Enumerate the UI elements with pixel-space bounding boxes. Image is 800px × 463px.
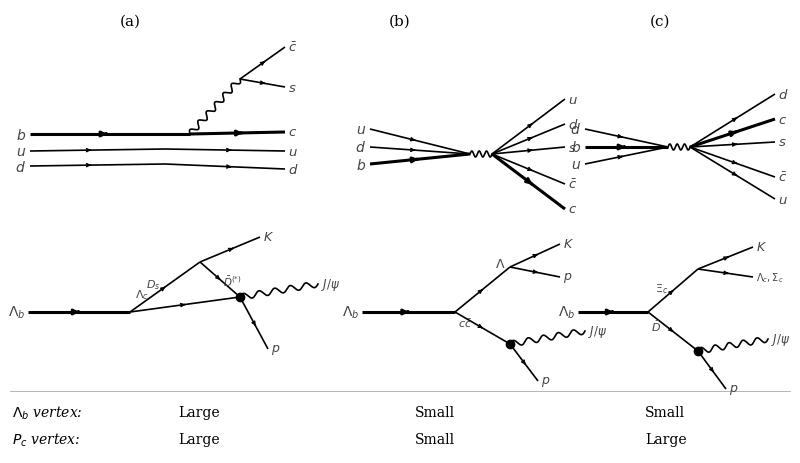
Text: $c$: $c$	[568, 203, 577, 216]
Text: $c$: $c$	[778, 113, 787, 126]
Text: $J/\psi$: $J/\psi$	[771, 332, 790, 347]
Text: Small: Small	[415, 432, 455, 446]
Text: $\bar{D}$: $\bar{D}$	[651, 319, 661, 333]
Text: $P_c$ vertex:: $P_c$ vertex:	[12, 431, 81, 448]
Text: Small: Small	[645, 405, 685, 419]
Text: $\bar{c}$: $\bar{c}$	[568, 178, 577, 191]
Text: $p$: $p$	[729, 382, 738, 396]
Text: $\bar{c}$: $\bar{c}$	[288, 41, 297, 55]
Text: $b$: $b$	[571, 140, 581, 155]
Text: $K$: $K$	[756, 241, 767, 254]
Text: (a): (a)	[119, 15, 141, 29]
Text: $D_s$: $D_s$	[146, 277, 160, 291]
Text: $J/\psi$: $J/\psi$	[321, 276, 340, 292]
Text: $b$: $b$	[356, 157, 366, 172]
Text: $p$: $p$	[541, 374, 550, 388]
Text: $d$: $d$	[570, 122, 581, 137]
Text: $p$: $p$	[271, 342, 280, 356]
Text: Large: Large	[178, 432, 220, 446]
Text: $d$: $d$	[15, 159, 26, 174]
Text: $c\bar{c}$: $c\bar{c}$	[458, 317, 472, 329]
Text: $u$: $u$	[288, 145, 298, 158]
Text: $d$: $d$	[355, 140, 366, 155]
Text: $\Lambda_b$: $\Lambda_b$	[558, 304, 575, 320]
Text: Large: Large	[645, 432, 686, 446]
Text: $\Lambda$: $\Lambda$	[494, 258, 505, 271]
Text: $s$: $s$	[288, 81, 297, 94]
Text: $u$: $u$	[571, 158, 581, 172]
Text: $\Lambda_b$ vertex:: $\Lambda_b$ vertex:	[12, 403, 82, 421]
Text: (b): (b)	[389, 15, 411, 29]
Text: $J/\psi$: $J/\psi$	[588, 323, 607, 339]
Text: $d$: $d$	[778, 88, 789, 102]
Text: $\Lambda_b$: $\Lambda_b$	[342, 304, 359, 320]
Text: $\Lambda_c,\Sigma_c$: $\Lambda_c,\Sigma_c$	[756, 270, 784, 284]
Text: $p$: $p$	[563, 270, 572, 284]
Text: $K$: $K$	[263, 231, 274, 244]
Text: $\bar{c}$: $\bar{c}$	[778, 171, 787, 184]
Text: $s$: $s$	[568, 141, 577, 154]
Text: $\bar{D}^{(*)}$: $\bar{D}^{(*)}$	[223, 275, 242, 288]
Text: $d$: $d$	[288, 163, 298, 176]
Text: $\Xi_c$: $\Xi_c$	[654, 282, 668, 295]
Text: $\Lambda_b$: $\Lambda_b$	[8, 304, 25, 320]
Text: $u$: $u$	[16, 144, 26, 159]
Text: (c): (c)	[650, 15, 670, 29]
Text: $u$: $u$	[568, 94, 578, 106]
Text: $b$: $b$	[16, 127, 26, 142]
Text: $s$: $s$	[778, 136, 786, 149]
Text: $u$: $u$	[778, 193, 788, 206]
Text: $\Lambda_c$: $\Lambda_c$	[135, 288, 149, 301]
Text: $c$: $c$	[288, 126, 297, 139]
Text: $u$: $u$	[356, 123, 366, 137]
Text: $K$: $K$	[563, 238, 574, 251]
Text: Small: Small	[415, 405, 455, 419]
Text: $d$: $d$	[568, 118, 578, 131]
Text: Large: Large	[178, 405, 220, 419]
